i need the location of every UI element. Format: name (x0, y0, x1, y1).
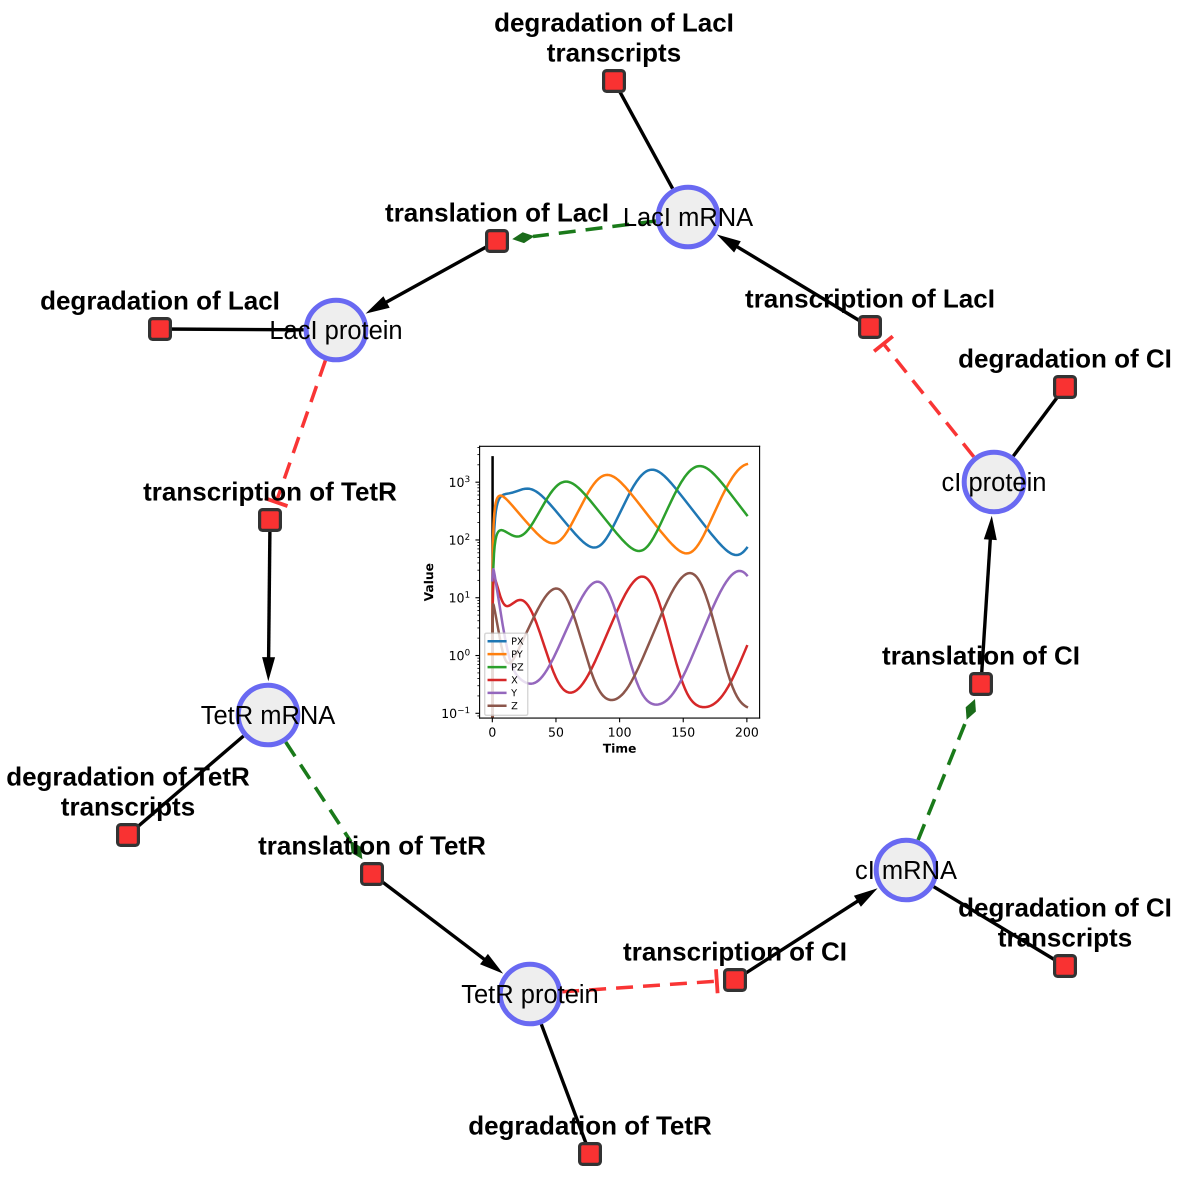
svg-text:transcription of LacI: transcription of LacI (745, 284, 995, 314)
svg-text:degradation of LacI: degradation of LacI (40, 286, 280, 316)
svg-text:transcription of TetR: transcription of TetR (143, 477, 397, 507)
svg-text:degradation of CI: degradation of CI (958, 893, 1172, 923)
svg-text:TetR mRNA: TetR mRNA (201, 702, 336, 730)
svg-text:transcripts: transcripts (61, 792, 195, 822)
svg-text:translation of TetR: translation of TetR (258, 831, 486, 861)
svg-text:transcripts: transcripts (998, 923, 1132, 953)
svg-text:cI protein: cI protein (942, 469, 1047, 497)
svg-text:degradation of TetR: degradation of TetR (468, 1111, 712, 1141)
svg-text:degradation of TetR: degradation of TetR (6, 762, 250, 792)
svg-text:transcription of CI: transcription of CI (623, 937, 847, 967)
svg-text:degradation of CI: degradation of CI (958, 344, 1172, 374)
svg-text:LacI protein: LacI protein (269, 317, 402, 345)
svg-text:transcripts: transcripts (547, 38, 681, 68)
svg-text:TetR protein: TetR protein (461, 981, 599, 1009)
svg-text:cI mRNA: cI mRNA (855, 857, 957, 885)
svg-text:LacI mRNA: LacI mRNA (623, 204, 753, 232)
svg-text:degradation of LacI: degradation of LacI (494, 8, 734, 38)
svg-text:translation of CI: translation of CI (882, 641, 1080, 671)
svg-text:translation of LacI: translation of LacI (385, 198, 609, 228)
